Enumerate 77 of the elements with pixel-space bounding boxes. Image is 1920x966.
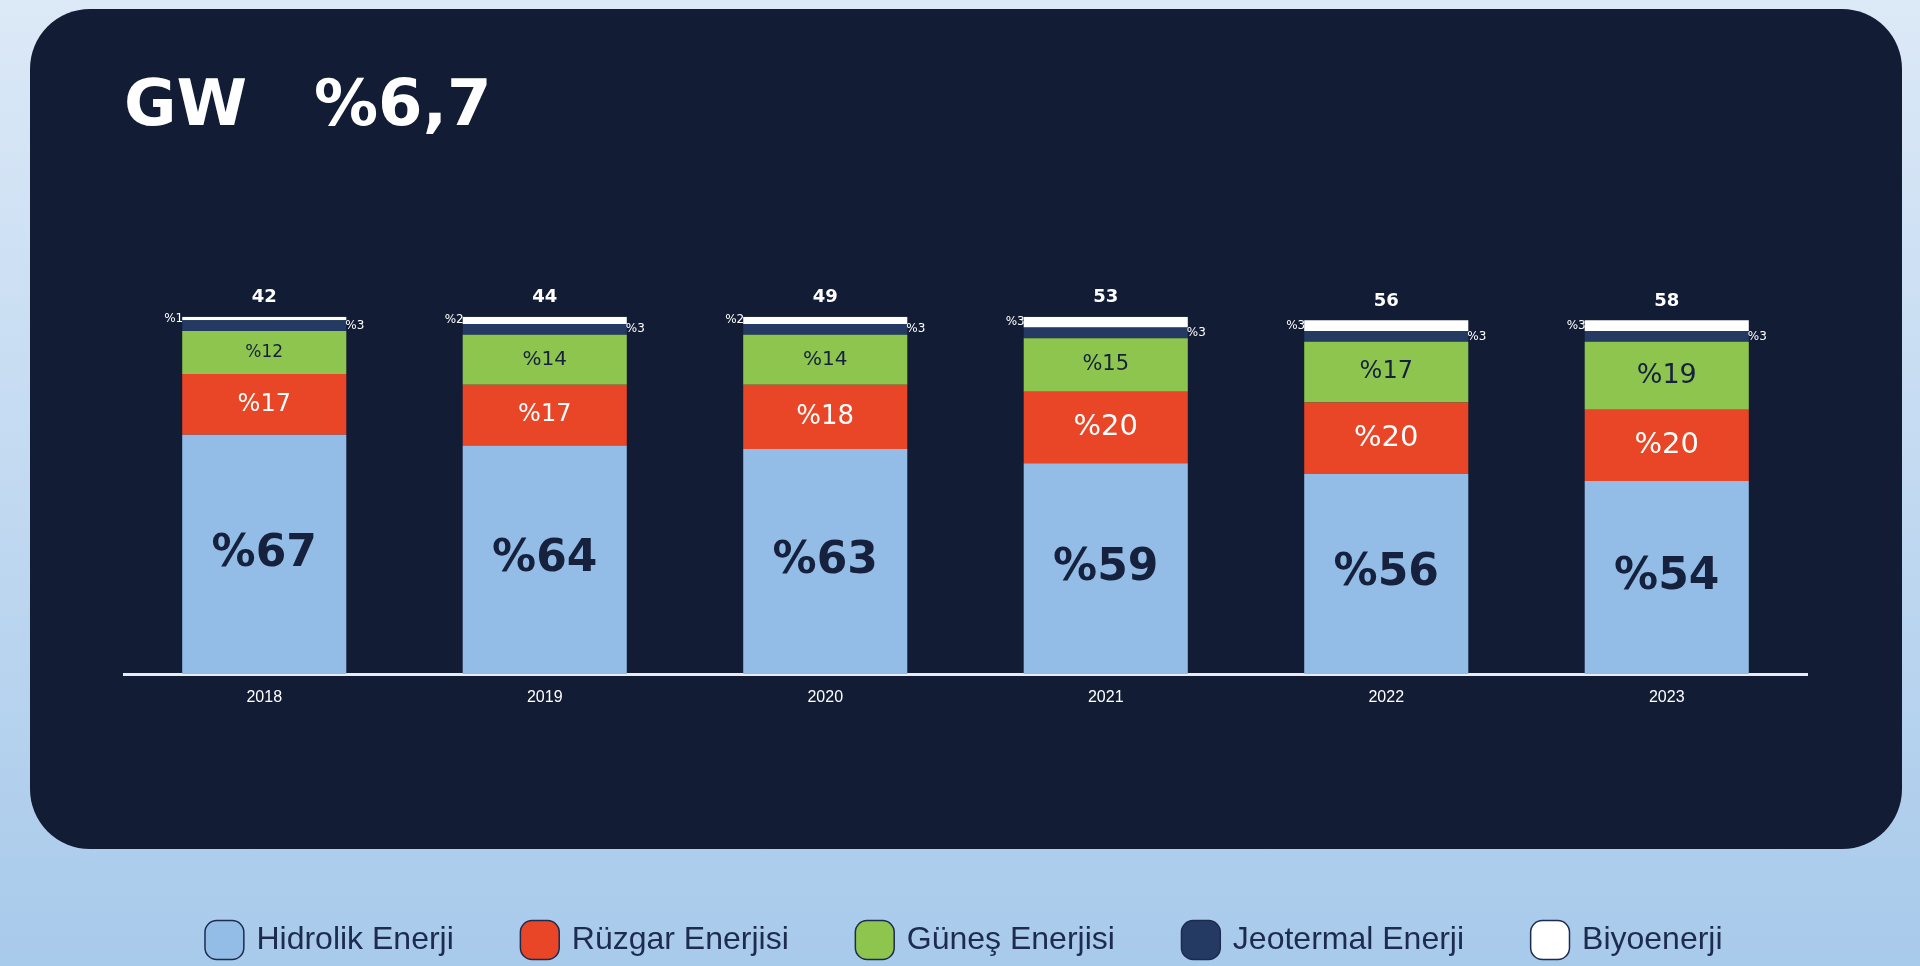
bar xyxy=(182,373,347,435)
bar xyxy=(1304,473,1469,674)
x-tick-label: 2018 xyxy=(246,688,283,706)
bar xyxy=(182,434,347,674)
bar xyxy=(1023,338,1188,392)
bar xyxy=(1584,331,1749,342)
x-tick-label: 2022 xyxy=(1368,688,1405,706)
bar xyxy=(743,316,908,324)
bar xyxy=(743,323,908,335)
text: 53 xyxy=(1093,285,1119,307)
data-label: %2 xyxy=(725,312,745,327)
bar xyxy=(1584,320,1749,332)
data-label: %14 xyxy=(522,345,567,370)
data-label: %3 xyxy=(1566,317,1586,332)
bar xyxy=(462,445,627,674)
data-label: %17 xyxy=(518,399,572,428)
data-label: %12 xyxy=(245,340,284,361)
data-label: %63 xyxy=(772,531,878,583)
data-label: %3 xyxy=(1286,317,1306,332)
data-label: %56 xyxy=(1333,544,1439,596)
data-label: %64 xyxy=(492,530,598,582)
data-label: %3 xyxy=(345,317,365,332)
data-label: %20 xyxy=(1634,425,1699,460)
legend-label: Jeotermal Enerji xyxy=(1232,919,1465,956)
bar xyxy=(462,334,627,385)
bar xyxy=(1304,331,1469,342)
bar xyxy=(1023,391,1188,464)
bar xyxy=(743,334,908,385)
legend-label: Hidrolik Enerji xyxy=(256,919,454,956)
bar xyxy=(1023,327,1188,339)
bar xyxy=(1584,481,1749,674)
data-label: %3 xyxy=(1005,314,1025,329)
bar xyxy=(462,384,627,446)
data-label: %54 xyxy=(1614,547,1720,599)
bar xyxy=(1584,409,1749,482)
bar xyxy=(743,448,908,674)
data-label: %17 xyxy=(237,388,291,417)
legend-label: Rüzgar Enerjisi xyxy=(571,919,789,956)
bar xyxy=(1023,316,1188,328)
chart-title: GW %6,7 xyxy=(124,66,492,141)
text: 56 xyxy=(1373,289,1399,311)
legend-label: Güneş Enerjisi xyxy=(906,919,1115,956)
data-label: %15 xyxy=(1082,351,1130,376)
data-label: %18 xyxy=(796,399,855,430)
data-label: %2 xyxy=(444,312,464,327)
data-label: %59 xyxy=(1053,539,1159,591)
data-label: %20 xyxy=(1354,418,1419,453)
data-label: %3 xyxy=(1467,328,1487,343)
x-tick-label: 2019 xyxy=(526,688,563,706)
bar xyxy=(1584,341,1749,410)
data-label: %20 xyxy=(1073,408,1138,443)
data-label: %17 xyxy=(1359,356,1413,385)
data-label: %3 xyxy=(1186,325,1206,339)
x-tick-label: 2020 xyxy=(807,688,844,706)
legend-label: Biyoenerji xyxy=(1582,919,1723,956)
x-tick-label: 2021 xyxy=(1087,688,1124,706)
bar xyxy=(462,323,627,335)
bar xyxy=(462,316,627,324)
data-label: %1 xyxy=(164,310,184,325)
text: 58 xyxy=(1654,289,1680,311)
bar xyxy=(1023,463,1188,674)
bar xyxy=(1304,341,1469,403)
data-label: %67 xyxy=(211,524,317,576)
data-label: %14 xyxy=(803,345,848,370)
text: 44 xyxy=(532,285,558,307)
text: 42 xyxy=(251,285,277,307)
bar xyxy=(1304,320,1469,332)
data-label: %3 xyxy=(1747,328,1767,343)
data-label: %3 xyxy=(625,321,645,336)
bar xyxy=(182,320,347,332)
bar xyxy=(182,331,347,374)
bar xyxy=(743,384,908,449)
x-tick-label: 2023 xyxy=(1648,688,1685,706)
data-label: %19 xyxy=(1636,357,1697,389)
data-label: %3 xyxy=(906,321,926,336)
text: 49 xyxy=(812,285,838,307)
bar xyxy=(1304,402,1469,474)
